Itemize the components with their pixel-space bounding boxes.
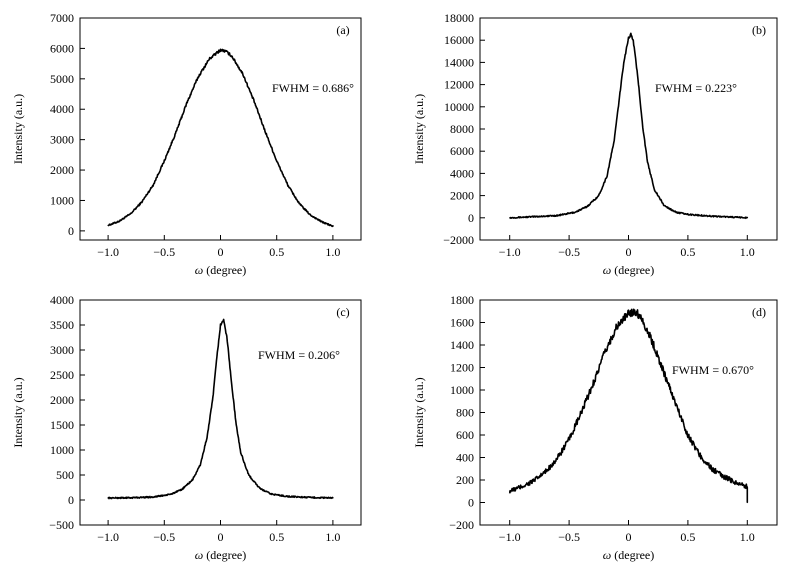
x-tick-label: 0.5 <box>269 245 284 259</box>
x-tick-label: −1.0 <box>97 530 119 544</box>
y-tick-label: 12000 <box>444 78 474 92</box>
panel-label: (b) <box>752 23 766 37</box>
y-tick-label: 0 <box>68 493 74 507</box>
y-tick-label: 1800 <box>450 293 474 307</box>
y-tick-label: 1000 <box>50 443 74 457</box>
y-tick-label: 2000 <box>50 393 74 407</box>
y-axis-label: Intensity (a.u.) <box>412 377 426 447</box>
y-tick-label: 1400 <box>450 338 474 352</box>
x-axis-label: ω (degree) <box>195 263 246 277</box>
x-tick-label: −1.0 <box>499 530 521 544</box>
y-tick-label: 4000 <box>450 166 474 180</box>
x-tick-label: 0 <box>626 530 632 544</box>
fwhm-annotation: FWHM = 0.223° <box>655 81 737 95</box>
x-tick-label: −1.0 <box>499 245 521 259</box>
x-tick-label: 1.0 <box>740 530 755 544</box>
x-axis-label: ω (degree) <box>603 263 654 277</box>
x-tick-label: 0 <box>218 245 224 259</box>
y-tick-label: 0 <box>468 211 474 225</box>
y-axis-label: Intensity (a.u.) <box>11 377 25 447</box>
y-tick-label: −200 <box>449 518 474 532</box>
intensity-curve <box>107 318 334 500</box>
x-axis-label: ω (degree) <box>603 548 654 562</box>
y-tick-label: −500 <box>49 518 74 532</box>
y-tick-label: 500 <box>56 468 74 482</box>
y-tick-label: 6000 <box>50 41 74 55</box>
y-tick-label: 6000 <box>450 144 474 158</box>
y-tick-label: 1000 <box>50 193 74 207</box>
plot-frame <box>479 17 778 241</box>
panel-label: (a) <box>336 23 349 37</box>
chart-panel-d: −200 0 200 400 600 800 1000 1200 1400 1600 1800 −1.… <box>412 293 778 562</box>
intensity-curve <box>509 32 749 220</box>
y-tick-label: 18000 <box>444 11 474 25</box>
y-axis-label: Intensity (a.u.) <box>11 94 25 164</box>
y-tick-label: 1600 <box>450 316 474 330</box>
y-tick-label: 14000 <box>444 55 474 69</box>
y-tick-label: 800 <box>456 406 474 420</box>
y-tick-label: 3000 <box>50 133 74 147</box>
x-tick-label: −0.5 <box>558 245 580 259</box>
x-tick-label: −0.5 <box>558 530 580 544</box>
x-tick-label: 0.5 <box>680 530 695 544</box>
x-tick-label: 0 <box>626 245 632 259</box>
intensity-curve <box>508 308 749 503</box>
y-tick-label: 16000 <box>444 33 474 47</box>
x-tick-label: −1.0 <box>97 245 119 259</box>
chart-panel-a: 0 1000 2000 3000 4000 5000 6000 7000 −1.0 −0.5 0 0.… <box>11 11 362 277</box>
y-tick-label: 4000 <box>50 293 74 307</box>
y-tick-label: 10000 <box>444 100 474 114</box>
chart-panel-b: −2000 0 2000 4000 6000 8000 10000 12000 14000 160… <box>412 11 778 277</box>
y-tick-label: 7000 <box>50 11 74 25</box>
x-tick-label: 0.5 <box>269 530 284 544</box>
intensity-curve <box>107 48 334 228</box>
x-tick-label: −0.5 <box>153 530 175 544</box>
y-tick-label: 4000 <box>50 102 74 116</box>
y-tick-label: 0 <box>68 224 74 238</box>
y-tick-label: 3000 <box>50 343 74 357</box>
panel-label: (c) <box>336 305 349 319</box>
fwhm-annotation: FWHM = 0.686° <box>272 81 354 95</box>
y-tick-label: 600 <box>456 428 474 442</box>
y-tick-label: 8000 <box>450 122 474 136</box>
x-tick-label: −0.5 <box>153 245 175 259</box>
y-tick-label: 3500 <box>50 318 74 332</box>
y-tick-label: 200 <box>456 473 474 487</box>
plot-frame <box>79 299 362 526</box>
panel-label: (d) <box>752 305 766 319</box>
y-tick-label: 400 <box>456 451 474 465</box>
x-tick-label: 1.0 <box>325 245 340 259</box>
chart-panel-c: −500 0 500 1000 1500 2000 2500 3000 3500 4000 −1.0… <box>11 293 362 562</box>
x-tick-label: 1.0 <box>740 245 755 259</box>
x-tick-label: 0.5 <box>680 245 695 259</box>
plot-frame <box>479 299 778 526</box>
x-tick-label: 1.0 <box>325 530 340 544</box>
fwhm-annotation: FWHM = 0.670° <box>672 363 754 377</box>
y-tick-label: 5000 <box>50 72 74 86</box>
y-tick-label: 2500 <box>50 368 74 382</box>
y-tick-label: 1200 <box>450 361 474 375</box>
x-axis-label: ω (degree) <box>195 548 246 562</box>
y-tick-label: 2000 <box>450 189 474 203</box>
y-axis-label: Intensity (a.u.) <box>412 94 426 164</box>
y-tick-label: 1000 <box>450 383 474 397</box>
y-tick-label: 0 <box>468 496 474 510</box>
fwhm-annotation: FWHM = 0.206° <box>258 348 340 362</box>
y-tick-label: 1500 <box>50 418 74 432</box>
y-tick-label: −2000 <box>443 233 474 247</box>
y-tick-label: 2000 <box>50 163 74 177</box>
x-tick-label: 0 <box>218 530 224 544</box>
